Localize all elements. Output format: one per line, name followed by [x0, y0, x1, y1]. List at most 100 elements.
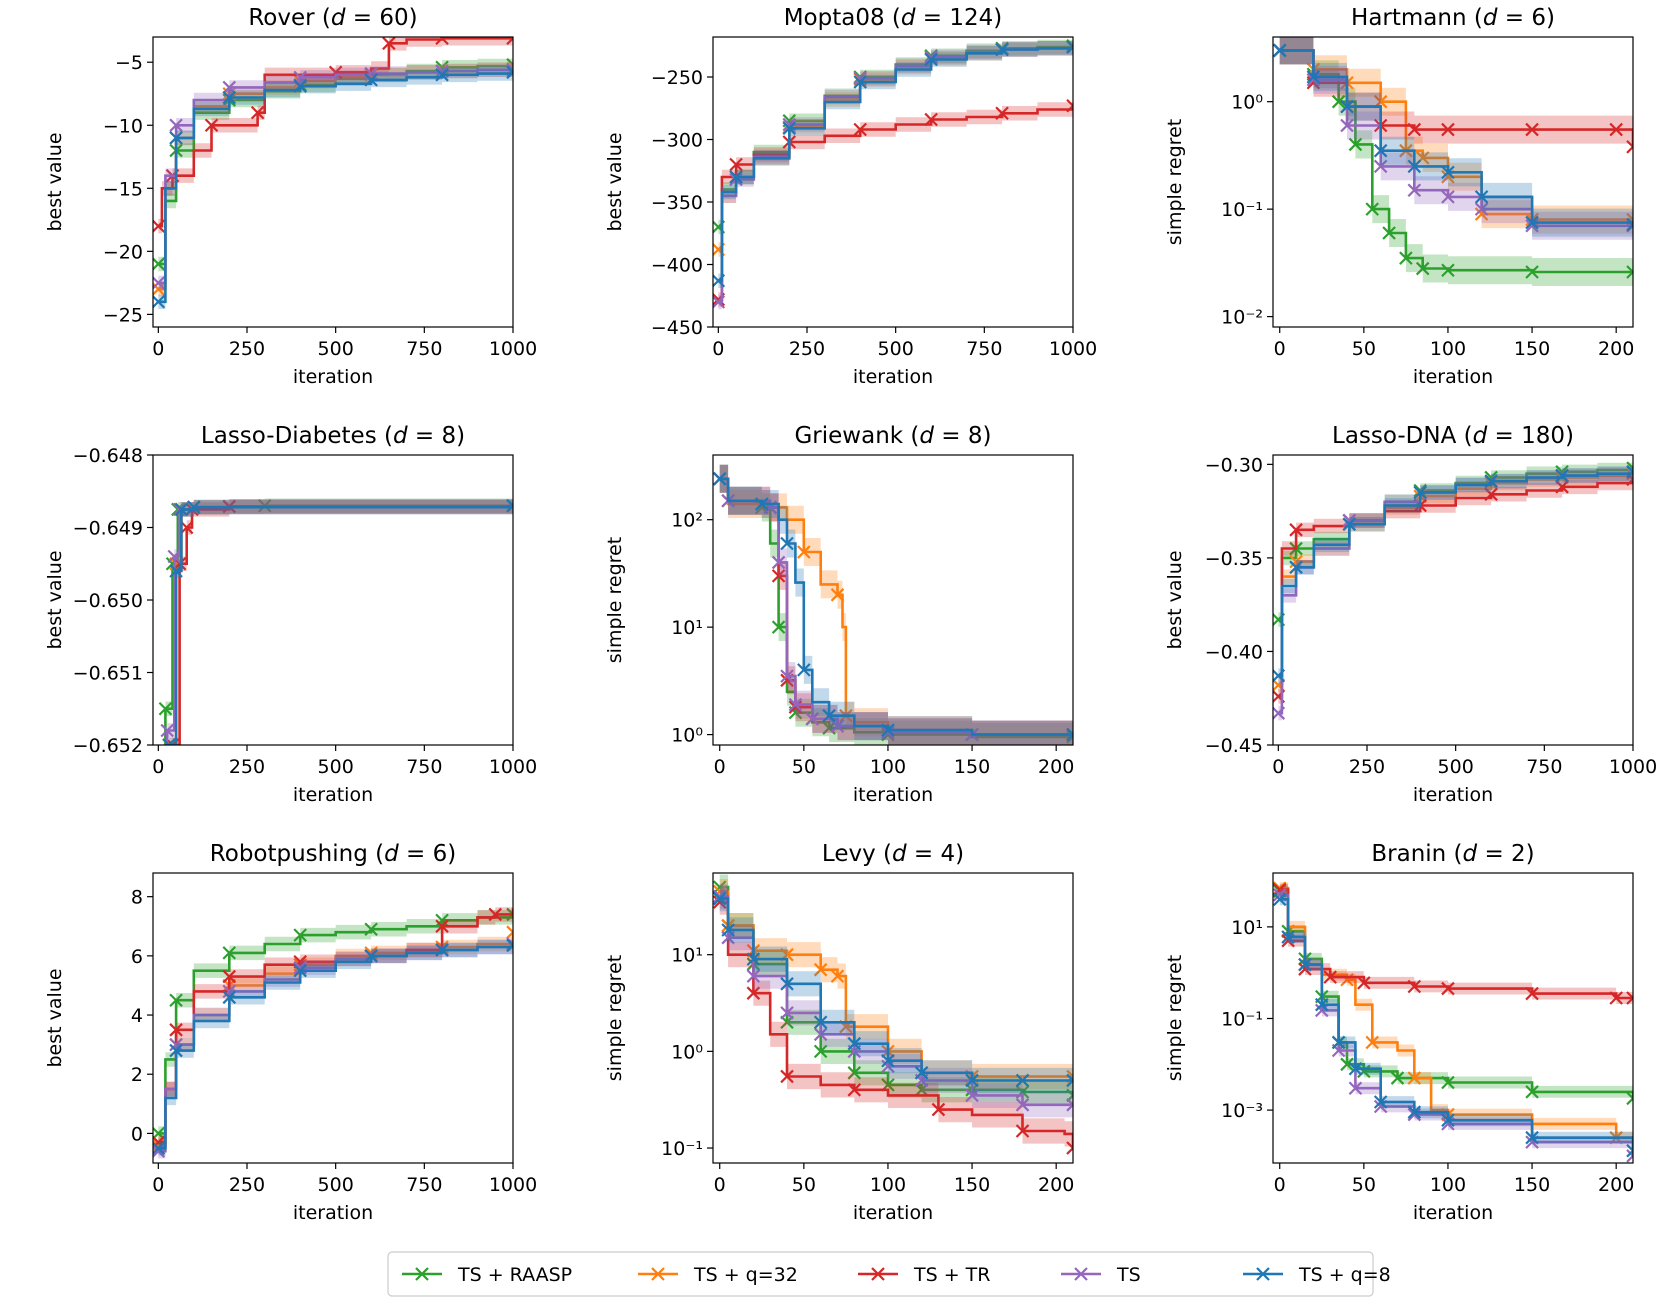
marker-ts-q-8	[506, 498, 513, 513]
marker-ts-q-8	[1626, 1143, 1633, 1158]
band-ts-q-32	[1279, 37, 1633, 234]
marker-ts-q-32	[1365, 1035, 1380, 1050]
marker-ts-raasp	[169, 993, 183, 1008]
marker-ts	[881, 725, 895, 740]
marker-ts-tr	[488, 907, 503, 922]
x-tick-label: 1000	[489, 756, 537, 778]
x-tick-label: 100	[1430, 338, 1466, 360]
y-axis-label: best value	[604, 132, 626, 231]
marker-ts-q-8	[162, 738, 176, 745]
marker-ts-raasp	[1365, 202, 1380, 216]
marker-ts-raasp	[1626, 1091, 1633, 1106]
y-tick-label: −0.652	[73, 735, 143, 757]
axes-frame	[712, 872, 1074, 1164]
axes-frame	[1272, 454, 1634, 746]
marker-ts	[1273, 706, 1286, 720]
axes-frame	[712, 36, 1074, 328]
y-tick-label: 0	[131, 1123, 143, 1145]
marker-ts-raasp	[1066, 730, 1073, 744]
marker-ts-tr	[172, 556, 187, 571]
band-ts	[1279, 888, 1633, 1162]
marker-ts	[1015, 1098, 1030, 1112]
marker-ts-q-8	[506, 65, 513, 80]
marker-ts-tr	[1323, 970, 1337, 984]
marker-ts-q-8	[1066, 40, 1073, 54]
y-tick-label: 10⁰	[671, 1041, 703, 1063]
marker-ts-q-8	[222, 990, 237, 1005]
subplot-title: Griewank (d = 8)	[794, 423, 991, 449]
x-tick-label: 150	[954, 1174, 990, 1196]
marker-ts-q-8	[1289, 560, 1303, 575]
axes-frame	[712, 454, 1074, 746]
y-tick-label: −0.35	[1205, 548, 1263, 570]
marker-ts-tr	[1407, 979, 1422, 994]
marker-ts-raasp	[1525, 1085, 1539, 1099]
marker-ts-tr	[746, 986, 761, 1000]
x-tick-label: 50	[792, 1174, 816, 1196]
y-tick-label: 10¹	[1231, 917, 1263, 939]
marker-ts-q-8	[1273, 892, 1287, 907]
subplot-lasso-dna: Lasso-DNA (d = 180) 0 250 500 750 1000 −0.45 −0…	[1164, 423, 1657, 806]
x-tick-label: 50	[1352, 338, 1376, 360]
y-tick-label: −5	[115, 52, 143, 74]
marker-ts	[169, 118, 183, 133]
marker-ts-tr	[153, 219, 166, 233]
marker-ts	[805, 712, 820, 726]
x-tick-label: 1000	[1609, 756, 1657, 778]
marker-ts-tr	[1066, 98, 1073, 113]
marker-ts-raasp	[364, 922, 378, 937]
y-tick-label: −0.648	[73, 445, 143, 467]
band-ts-raasp	[719, 464, 1073, 745]
marker-ts-q-8	[187, 500, 201, 514]
y-axis-label: simple regret	[604, 955, 626, 1081]
marker-ts	[780, 1006, 794, 1020]
y-tick-label: 10⁻³	[1221, 1100, 1263, 1122]
x-axis-label: iteration	[853, 784, 933, 806]
axes-frame	[152, 872, 514, 1164]
marker-ts-q-8	[1273, 668, 1286, 683]
legend-label: TS + q=8	[1298, 1264, 1391, 1286]
marker-ts	[1315, 1003, 1329, 1018]
marker-ts-q-8	[746, 952, 761, 966]
marker-ts-tr	[1015, 1124, 1030, 1138]
marker-ts-raasp	[1348, 137, 1363, 152]
marker-ts-q-8	[713, 273, 726, 288]
marker-ts-q-8	[729, 170, 743, 184]
marker-ts	[1348, 1081, 1363, 1096]
band-ts-q-8	[718, 39, 1073, 288]
marker-ts-raasp	[1390, 1071, 1405, 1085]
subplot-rover: Rover (d = 60) 0 250 500 750 1000 −25 −20 −15 −10…	[44, 5, 537, 388]
x-tick-label: 750	[1526, 756, 1562, 778]
marker-ts-tr	[924, 112, 938, 127]
marker-ts-q-8	[1306, 70, 1321, 84]
marker-ts-q-8	[822, 708, 836, 723]
marker-ts-q-32	[153, 282, 166, 296]
marker-ts-q-8	[1373, 143, 1388, 158]
marker-ts-q-8	[780, 977, 794, 991]
marker-ts	[830, 719, 845, 733]
x-tick-label: 0	[1274, 338, 1286, 360]
y-tick-label: 10¹	[671, 617, 703, 639]
marker-ts	[1066, 1098, 1073, 1112]
marker-ts-q-8	[153, 1141, 166, 1155]
marker-ts-q-8	[153, 295, 166, 309]
band-ts	[158, 62, 513, 291]
y-tick-label: −0.40	[1205, 641, 1263, 663]
marker-ts-raasp	[847, 1066, 862, 1080]
legend-marker	[1074, 1267, 1088, 1281]
x-tick-label: 150	[1514, 1174, 1550, 1196]
marker-ts	[713, 889, 727, 904]
marker-ts-q-8	[174, 502, 189, 517]
marker-ts-tr	[435, 37, 449, 46]
x-axis-label: iteration	[853, 366, 933, 388]
marker-ts-q-8	[435, 68, 449, 82]
y-tick-label: −0.651	[73, 663, 143, 685]
legend-marker	[651, 1267, 665, 1281]
marker-ts-tr	[1525, 122, 1539, 137]
subplot-title: Robotpushing (d = 6)	[210, 841, 456, 867]
marker-ts-q-8	[152, 812, 164, 824]
x-tick-label: 250	[229, 338, 265, 360]
marker-ts-tr	[1626, 991, 1633, 1005]
legend: TS + RAASP TS + q=32 TS + TR TS TS + q=8	[387, 1251, 1391, 1297]
marker-ts-q-8	[780, 536, 794, 551]
